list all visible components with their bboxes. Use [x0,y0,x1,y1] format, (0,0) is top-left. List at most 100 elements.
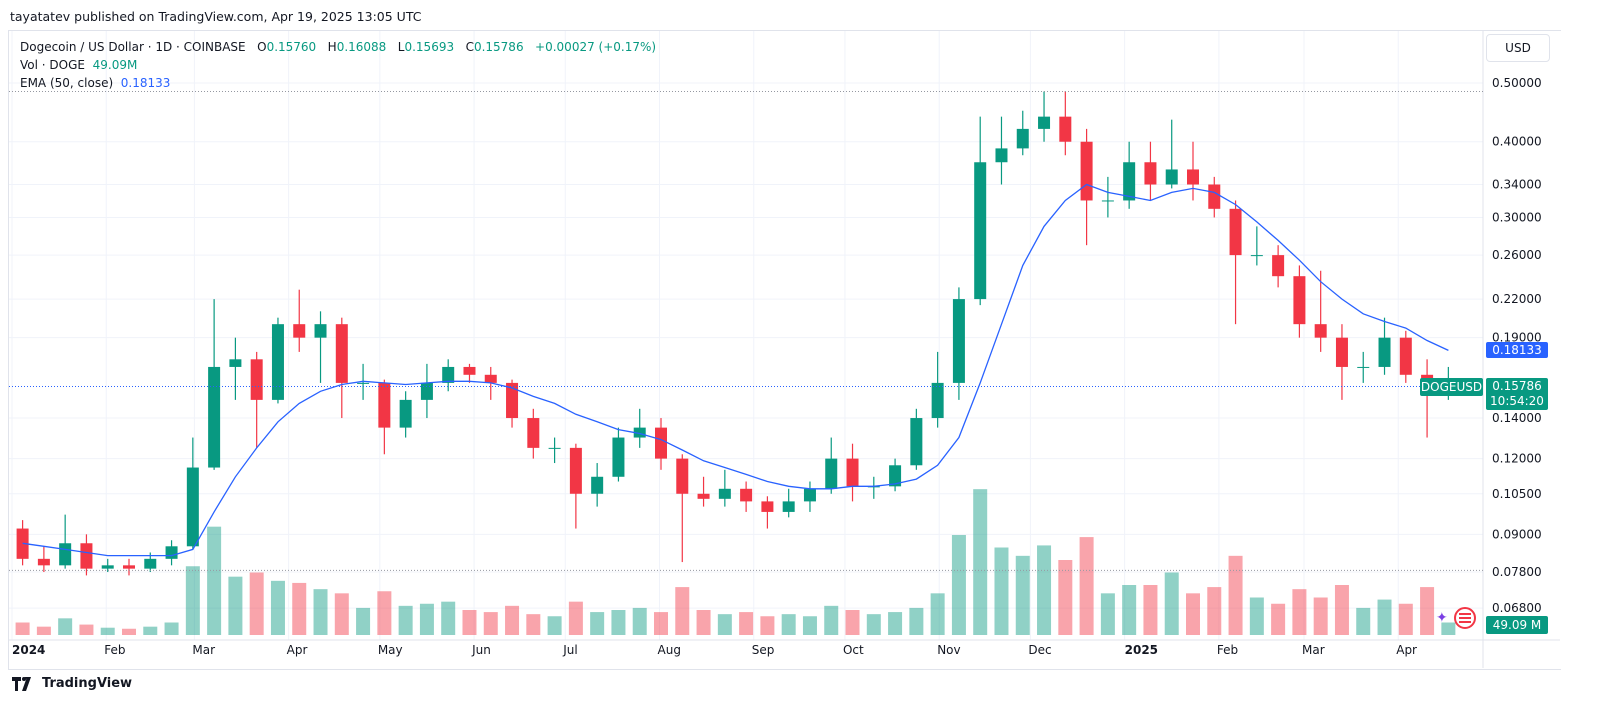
candle-body[interactable] [952,299,965,383]
candle-body[interactable] [1101,200,1114,202]
symbol-badge-text: DOGEUSD [1420,379,1483,394]
volume-bar [1079,537,1094,635]
candle-body[interactable] [1038,116,1051,129]
candle-body[interactable] [80,543,93,569]
candle-body[interactable] [1335,337,1348,367]
candle-body[interactable] [1357,366,1370,368]
candle-body[interactable] [782,501,795,512]
candle-body[interactable] [208,366,221,468]
volume-bar [313,589,328,635]
us-flag-icon[interactable] [1454,607,1476,629]
price-tick-label: 0.30000 [1492,210,1542,224]
candle-body[interactable] [803,488,816,502]
volume-bar [1420,587,1435,635]
currency-button[interactable]: USD [1486,34,1550,62]
ema-value: 0.18133 [120,76,171,90]
candle-body[interactable] [37,558,50,566]
candle-body[interactable] [527,418,540,448]
candle-body[interactable] [1144,162,1157,185]
volume-bar [36,626,51,635]
candle-body[interactable] [357,382,370,384]
candle-body[interactable] [1123,162,1136,201]
candle-body[interactable] [420,382,433,400]
candle-body[interactable] [697,493,710,499]
candle-body[interactable] [655,427,667,459]
candle-body[interactable] [1378,337,1391,367]
candle-body[interactable] [484,374,497,383]
volume-bar [909,607,924,635]
candle-body[interactable] [825,458,838,489]
candle-body[interactable] [1080,141,1093,201]
candle-body[interactable] [1399,337,1412,375]
volume-bar [462,610,477,635]
volume-bar [1334,585,1349,635]
candle-body[interactable] [591,476,604,494]
candle-body[interactable] [718,488,731,499]
candle-body[interactable] [612,437,625,477]
time-tick-label: Apr [287,643,308,657]
candle-body[interactable] [399,399,412,428]
symbol-title[interactable]: Dogecoin / US Dollar · 1D · COINBASE [20,40,246,54]
candle-body[interactable] [1272,255,1285,277]
candle-body[interactable] [293,324,306,338]
candle-body[interactable] [59,543,72,566]
candle-body[interactable] [740,488,753,502]
candle-body[interactable] [250,359,263,400]
candle-body[interactable] [101,565,114,569]
candle-body[interactable] [186,467,199,547]
candle-body[interactable] [1187,169,1199,185]
last-price-badge: 0.15786 10:54:20 [1486,378,1548,410]
volume-bar [143,626,158,635]
close-label: C [465,40,474,54]
candle-body[interactable] [442,366,455,383]
volume-bar [1207,587,1222,635]
volume-bar [1100,593,1115,635]
candle-body[interactable] [123,565,135,569]
sparkle-icon[interactable]: ✦ [1436,610,1448,626]
volume-bar [951,535,966,635]
candle-body[interactable] [506,382,519,419]
volume-bar [441,601,456,635]
candle-body[interactable] [910,418,923,466]
volume-bar [824,605,839,635]
candle-body[interactable] [314,324,327,338]
candle-body[interactable] [165,546,178,559]
candle-body[interactable] [633,427,646,438]
candle-body[interactable] [761,501,774,512]
candle-body[interactable] [463,366,476,375]
time-tick-label: 2025 [1125,643,1158,657]
candle-body[interactable] [846,458,859,487]
candle-body[interactable] [1250,255,1263,257]
time-tick-label: May [378,643,403,657]
candle-body[interactable] [995,148,1008,163]
volume-bar [1186,593,1200,635]
candle-body[interactable] [229,359,242,367]
candle-body[interactable] [548,447,561,449]
candle-body[interactable] [1314,324,1327,338]
time-tick-label: Sep [752,643,775,657]
candle-body[interactable] [931,382,944,419]
candle-body[interactable] [1229,208,1242,256]
candle-body[interactable] [974,162,987,300]
candle-body[interactable] [569,447,582,494]
candle-body[interactable] [1293,276,1306,325]
candle-body[interactable] [1016,128,1029,149]
candle-body[interactable] [271,324,284,400]
candle-body[interactable] [676,458,689,494]
candle-body[interactable] [1165,169,1178,185]
candle-body[interactable] [1208,184,1221,209]
candle-body[interactable] [889,465,902,487]
candle-body[interactable] [144,558,157,569]
ema-label[interactable]: EMA (50, close) [20,76,114,90]
candle-body[interactable] [378,382,391,428]
volume-bar [1015,555,1030,635]
volume-bar [1313,597,1328,635]
volume-bars [15,489,1456,635]
candle-body[interactable] [1059,116,1072,142]
footer-brand[interactable]: TradingView [12,676,132,691]
volume-bar [270,580,285,635]
volume-label[interactable]: Vol · DOGE [20,58,85,72]
brand-name: TradingView [42,676,133,691]
candle-body[interactable] [335,324,348,383]
